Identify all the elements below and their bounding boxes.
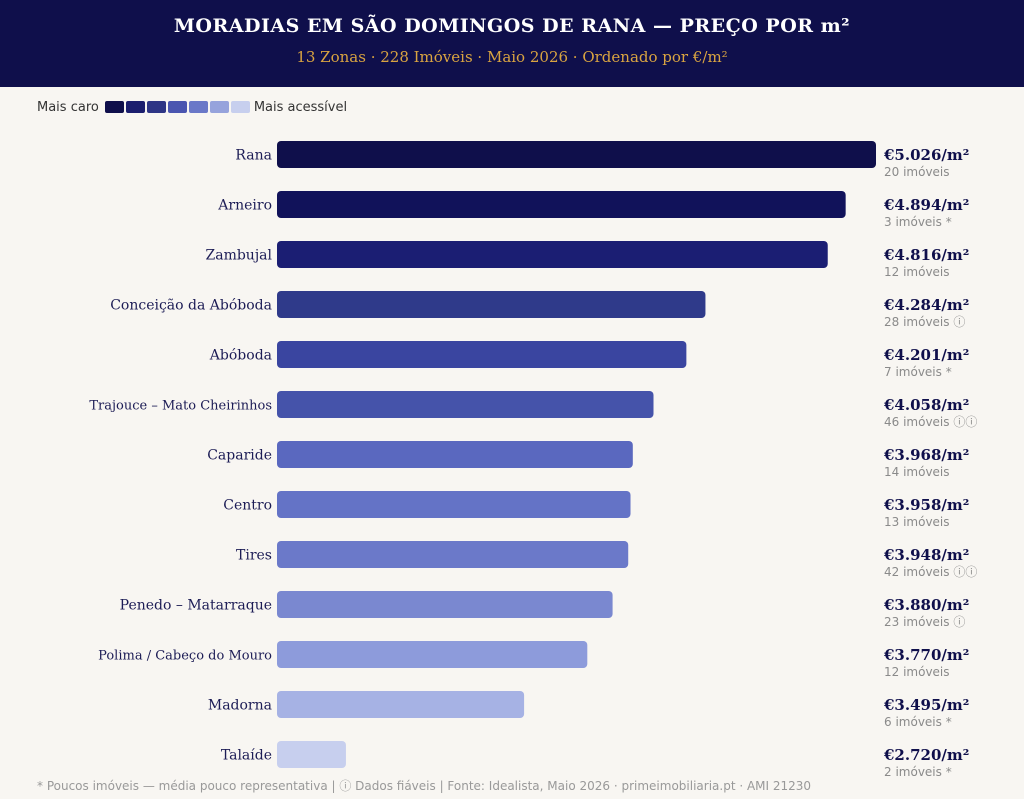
count-label: 6 imóveis * (884, 715, 952, 729)
count-label: 28 imóveis ⓘ (884, 315, 965, 329)
bar-3 (277, 291, 706, 318)
category-label: Rana (235, 148, 272, 164)
category-label: Penedo – Matarraque (120, 598, 272, 614)
value-label: €3.770/m² (883, 646, 969, 664)
category-label: Talaíde (221, 748, 272, 764)
value-label: €3.948/m² (883, 546, 969, 564)
legend-swatch (230, 101, 250, 113)
chart-subtitle: 13 Zonas · 228 Imóveis · Maio 2026 · Ord… (296, 48, 728, 66)
value-label: €4.058/m² (883, 396, 969, 414)
value-label: €3.495/m² (883, 696, 969, 714)
header: MORADIAS EM SÃO DOMINGOS DE RANA — PREÇO… (0, 0, 1024, 87)
category-label: Arneiro (217, 198, 272, 214)
count-label: 46 imóveis ⓘⓘ (884, 415, 977, 429)
value-label: €4.284/m² (883, 296, 969, 314)
bar-6 (277, 441, 633, 468)
legend-swatch (209, 101, 229, 113)
count-label: 42 imóveis ⓘⓘ (884, 565, 977, 579)
category-label: Polima / Cabeço do Mouro (98, 649, 272, 664)
legend-label-affordable: Mais acessível (253, 99, 348, 115)
legend-swatch (104, 101, 124, 113)
count-label: 14 imóveis (884, 465, 950, 479)
footer-note: * Poucos imóveis — média pouco represent… (37, 779, 812, 793)
value-label: €4.816/m² (883, 246, 969, 264)
legend-swatch (167, 101, 187, 113)
legend-swatch (146, 101, 166, 113)
legend-label-expensive: Mais caro (37, 99, 99, 115)
count-label: 3 imóveis * (884, 215, 952, 229)
value-label: €2.720/m² (883, 746, 969, 764)
bar-7 (277, 491, 631, 518)
category-label: Caparide (207, 448, 272, 464)
legend-swatch (125, 101, 145, 113)
category-label: Conceição da Abóboda (110, 298, 272, 314)
bar-1 (277, 191, 846, 218)
value-label: €4.201/m² (883, 346, 969, 364)
count-label: 2 imóveis * (884, 765, 952, 779)
bar-2 (277, 241, 828, 268)
category-label: Madorna (208, 698, 272, 714)
value-label: €4.894/m² (883, 196, 969, 214)
chart-title: MORADIAS EM SÃO DOMINGOS DE RANA — PREÇO… (173, 15, 851, 37)
category-label: Zambujal (206, 248, 273, 264)
count-label: 12 imóveis (884, 665, 950, 679)
count-label: 20 imóveis (884, 165, 950, 179)
value-label: €5.026/m² (883, 146, 969, 164)
bar-8 (277, 541, 629, 568)
bar-9 (277, 591, 613, 618)
bar-11 (277, 691, 525, 718)
category-label: Abóboda (209, 348, 272, 364)
legend-swatch (188, 101, 208, 113)
category-label: Tires (236, 548, 272, 564)
bar-0 (277, 141, 876, 168)
count-label: 13 imóveis (884, 515, 950, 529)
bar-12 (277, 741, 346, 768)
count-label: 12 imóveis (884, 265, 950, 279)
category-label: Centro (223, 498, 272, 514)
bar-5 (277, 391, 654, 418)
value-label: €3.968/m² (883, 446, 969, 464)
category-label: Trajouce – Mato Cheirinhos (89, 399, 272, 414)
bar-10 (277, 641, 588, 668)
count-label: 23 imóveis ⓘ (884, 615, 965, 629)
value-label: €3.958/m² (883, 496, 969, 514)
value-label: €3.880/m² (883, 596, 969, 614)
count-label: 7 imóveis * (884, 365, 952, 379)
color-legend: Mais caro Mais acessível (37, 98, 347, 116)
bar-4 (277, 341, 687, 368)
